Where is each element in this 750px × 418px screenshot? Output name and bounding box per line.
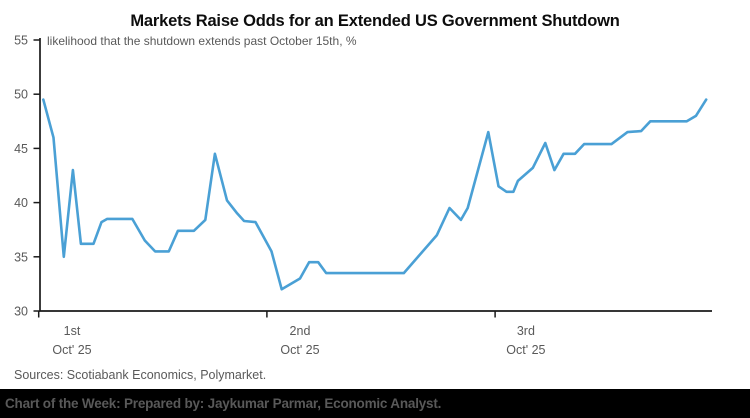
y-axis-tick-label: 45: [14, 142, 28, 156]
x-axis-tick-label-month: Oct' 25: [52, 343, 91, 357]
x-axis-tick-label-day: 2nd: [290, 324, 311, 338]
footer-text: Chart of the Week: Prepared by: Jaykumar…: [5, 396, 442, 411]
chart-title: Markets Raise Odds for an Extended US Go…: [130, 12, 620, 30]
chart-subtitle: likelihood that the shutdown extends pas…: [47, 34, 357, 48]
y-axis-tick-label: 35: [14, 250, 28, 264]
y-axis-tick-label: 50: [14, 88, 28, 102]
likelihood-line-series: [41, 98, 708, 291]
footer-bar: Chart of the Week: Prepared by: Jaykumar…: [0, 389, 750, 418]
x-axis-tick-label-day: 1st: [64, 324, 81, 338]
sources-note: Sources: Scotiabank Economics, Polymarke…: [14, 368, 267, 382]
y-axis-tick-label: 55: [14, 34, 28, 48]
x-axis-tick-label-month: Oct' 25: [506, 343, 545, 357]
y-axis-tick-label: 30: [14, 305, 28, 319]
x-axis-tick-label-month: Oct' 25: [280, 343, 319, 357]
y-axis-tick-label: 40: [14, 196, 28, 210]
axis-spine: [39, 38, 712, 312]
x-axis-tick-label-day: 3rd: [517, 324, 535, 338]
